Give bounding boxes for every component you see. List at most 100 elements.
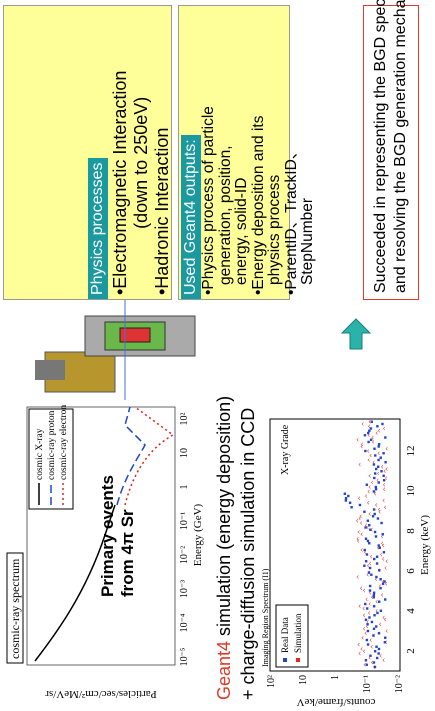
data-point [364, 434, 366, 436]
data-point [382, 533, 384, 535]
caption-text: + charge-diffusion simulation in CCD [236, 396, 260, 700]
sim-point: ^ [385, 640, 392, 645]
box-label: Physics processes [88, 159, 108, 300]
sim-point: ^ [379, 653, 386, 658]
data-point [375, 535, 377, 537]
data-point [375, 625, 377, 627]
sim-point: ^ [384, 505, 391, 510]
data-point [368, 571, 370, 573]
sim-point: ^ [383, 487, 390, 492]
sim-point: ^ [358, 642, 365, 647]
sim-point: ^ [357, 536, 364, 541]
text-line: and resolving the BGD generation mechani… [391, 12, 411, 293]
sim-point: ^ [368, 424, 375, 429]
y-axis-label: counts/frame/keV [297, 696, 376, 708]
arrow [340, 317, 372, 351]
data-point [379, 547, 381, 549]
caption-text: simulation (energy deposition) [214, 396, 234, 641]
box-label: Used Geant4 outputs: [181, 135, 201, 299]
text-line: (down to 250eV) [131, 71, 152, 295]
caption-highlight: Geant4 [214, 641, 234, 700]
data-point [375, 576, 377, 578]
sim-point: ^ [386, 446, 393, 451]
detector-image [25, 300, 215, 400]
data-point [368, 542, 370, 544]
text-line: •Physics process of particle [203, 106, 216, 295]
sim-point: ^ [357, 574, 364, 579]
y-tick-label: 1 [330, 675, 341, 680]
data-point [373, 592, 375, 594]
data-point [377, 652, 379, 654]
data-point [384, 461, 386, 463]
annotation: Primary events [98, 475, 117, 597]
text-line: •Electromagnetic Interaction [110, 71, 131, 295]
data-point [383, 580, 385, 582]
data-point [368, 524, 370, 526]
data-point [377, 517, 379, 519]
data-point [376, 425, 378, 427]
data-point [367, 643, 369, 645]
x-tick-label: 6 [405, 568, 417, 574]
data-point [363, 511, 365, 513]
data-point [365, 659, 367, 661]
legend-label: cosmic-ray electron [59, 405, 69, 480]
outputs-box: Used Geant4 outputs: •Physics process of… [178, 5, 290, 300]
sim-point: ^ [361, 442, 368, 447]
sim-point: ^ [360, 586, 367, 591]
data-point [367, 441, 369, 443]
sim-point: ^ [368, 610, 375, 615]
data-point [369, 589, 371, 591]
y-axis-label: Particles/sec/cm²/MeV/sr [45, 688, 157, 700]
page: cosmic-ray spectrum10⁻⁵10⁻⁴10⁻³10⁻²10⁻¹1… [0, 0, 435, 711]
sim-point: ^ [369, 561, 376, 566]
data-point [380, 470, 382, 472]
data-point [378, 601, 380, 603]
x-tick-label: 10 [405, 485, 417, 497]
sim-point: ^ [362, 635, 369, 640]
data-point [383, 551, 385, 553]
sim-point: ^ [383, 615, 390, 620]
text-line: Succeeded in representing the BGD spectr… [371, 12, 391, 293]
text-line: •ParentID、TrackID、 [286, 106, 299, 295]
data-point [374, 666, 376, 668]
data-point [375, 486, 377, 488]
x-axis-label: Energy (keV) [419, 515, 431, 575]
sim-point: ^ [368, 457, 375, 462]
sim-point: ^ [382, 498, 389, 503]
data-point [367, 432, 369, 434]
text-line: energy, solid-ID [236, 106, 249, 295]
x-axis-label: Energy (GeV) [192, 503, 204, 566]
data-point [375, 468, 377, 470]
arrow-shape [342, 319, 370, 349]
x-tick-label: 10⁻³ [179, 580, 190, 598]
x-tick-label: 4 [405, 608, 417, 614]
legend-label: cosmic-ray proton [47, 410, 57, 480]
result-plot: Imaging Region Spectrum (I1)10⁻²10⁻¹1101… [262, 411, 435, 711]
x-tick-label: 12 [405, 446, 417, 457]
data-point [373, 661, 375, 663]
sim-point: ^ [383, 426, 390, 431]
data-point [382, 452, 384, 454]
data-point [378, 632, 380, 634]
caption: Geant4 simulation (energy deposition) + … [212, 396, 260, 700]
sim-point: ^ [381, 592, 388, 597]
x-tick-label: 10⁻⁴ [179, 613, 190, 632]
data-point [366, 484, 368, 486]
data-point [365, 538, 367, 540]
sim-point: ^ [382, 556, 389, 561]
y-tick-label: 10 [298, 675, 309, 685]
legend-label: Simulation [293, 613, 303, 653]
data-point [376, 657, 378, 659]
plot-label: X-ray Grade [280, 424, 291, 475]
data-point [365, 619, 367, 621]
sim-point: ^ [375, 502, 382, 507]
data-point [359, 504, 361, 506]
sim-point: ^ [381, 541, 388, 546]
data-point [374, 650, 376, 652]
data-point [373, 490, 375, 492]
sim-point: ^ [367, 500, 374, 505]
data-point [378, 648, 380, 650]
y-tick-label: 10⁻¹ [362, 675, 373, 693]
data-point [345, 497, 347, 499]
data-point [347, 495, 349, 497]
